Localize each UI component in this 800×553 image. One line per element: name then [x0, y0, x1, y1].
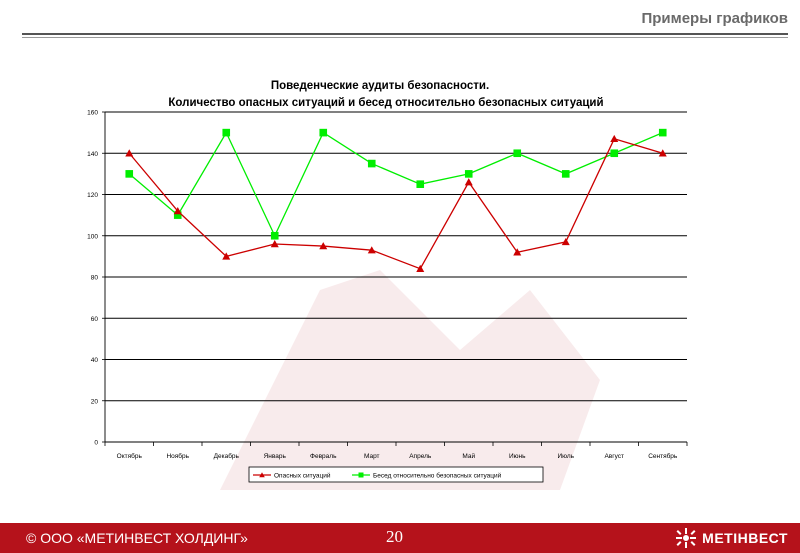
data-point-square [610, 149, 619, 158]
footer: © ООО «МЕТИНВЕСТ ХОЛДИНГ» 20 МЕТІНВЕСТ [0, 523, 800, 553]
slide-title: Примеры графиков [641, 10, 788, 27]
y-tick-label: 60 [91, 316, 99, 323]
y-tick-label: 80 [91, 275, 99, 282]
series [125, 128, 667, 272]
grid [105, 111, 687, 402]
data-point-triangle [367, 246, 376, 254]
x-tick-label: Ноябрь [166, 452, 189, 460]
legend-swatch-marker [259, 472, 265, 478]
data-point-triangle [464, 178, 473, 186]
data-point-square [464, 170, 473, 178]
y-axis-ticks: 0 20 40 60 80 100 120 140 160 [87, 110, 98, 447]
x-tick-label: Август [604, 453, 624, 460]
legend: Опасных ситуаций Бесед относительно безоп… [248, 466, 544, 483]
data-point-triangle [125, 149, 134, 157]
data-point-triangle [270, 240, 279, 248]
data-point-square [125, 170, 134, 178]
data-point-triangle [222, 252, 231, 260]
x-axis-ticks: Октябрь Ноябрь Декабрь Январь Февраль Март Апр… [117, 452, 678, 460]
x-tick-label: Апрель [409, 453, 432, 460]
axes [102, 111, 688, 446]
x-tick-label: Март [364, 453, 380, 460]
company-logo: МЕТІНВЕСТ [675, 527, 788, 549]
data-point-square [173, 211, 182, 219]
data-point-square [658, 128, 667, 137]
data-point-square [513, 149, 522, 158]
title-divider [22, 33, 788, 35]
series-line [128, 131, 664, 238]
legend-box [248, 466, 544, 483]
series-line [128, 138, 663, 270]
data-point-triangle [319, 242, 328, 250]
y-tick-label: 140 [87, 151, 98, 158]
y-tick-label: 0 [94, 440, 98, 447]
line-chart: Поведенческие аудиты безопасности. Колич… [87, 80, 688, 483]
x-tick-label: Декабрь [214, 452, 240, 460]
footer-copyright: © ООО «МЕТИНВЕСТ ХОЛДИНГ» [26, 530, 248, 546]
y-tick-label: 100 [87, 233, 98, 240]
data-point-square [319, 128, 328, 137]
legend-label: Бесед относительно безопасных ситуаций [373, 472, 502, 480]
data-point-square [367, 159, 376, 168]
data-point-triangle [561, 237, 570, 246]
data-point-square [222, 128, 231, 137]
x-tick-label: Сентябрь [648, 452, 678, 460]
x-tick-label: Январь [264, 453, 287, 460]
y-tick-label: 40 [91, 357, 99, 364]
watermark-logo-icon [220, 270, 600, 490]
data-point-triangle [513, 248, 522, 256]
data-point-triangle [416, 264, 425, 272]
y-tick-label: 20 [91, 398, 99, 405]
chart-title-line-1: Поведенческие аудиты безопасности. [271, 80, 489, 92]
data-point-triangle [658, 149, 667, 157]
data-point-square [416, 180, 425, 188]
data-point-square [561, 170, 570, 178]
data-point-triangle [610, 134, 619, 143]
logo-text: МЕТІНВЕСТ [702, 530, 788, 546]
logo-star-icon [676, 528, 697, 548]
y-tick-label: 120 [87, 192, 98, 199]
data-point-triangle [173, 207, 182, 215]
data-point-square [270, 231, 279, 240]
page-number: 20 [386, 527, 403, 546]
x-tick-label: Май [462, 452, 475, 460]
x-tick-label: Июнь [509, 453, 526, 460]
y-tick-label: 160 [87, 110, 98, 117]
title-divider-thin [22, 37, 788, 38]
legend-label: Опасных ситуаций [274, 472, 331, 480]
x-tick-label: Июль [557, 453, 574, 460]
legend-swatch-marker [358, 472, 364, 478]
chart-title-line-2: Количество опасных ситуаций и бесед отно… [168, 97, 603, 109]
x-tick-label: Октябрь [117, 452, 143, 460]
x-tick-label: Февраль [310, 453, 337, 460]
